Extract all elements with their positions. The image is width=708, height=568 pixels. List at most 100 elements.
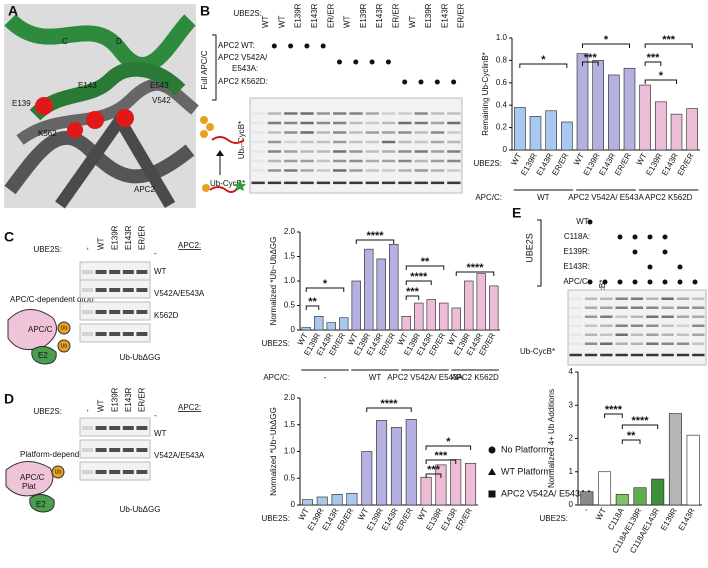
significance: * [541, 54, 546, 66]
cartoon-label: Ub [61, 343, 68, 349]
gel-band [662, 298, 674, 301]
group-label: Full APC/C [200, 50, 209, 89]
y-axis-label: Normalized *Ub~UbΔGG [269, 237, 278, 326]
bar [389, 244, 398, 330]
x-tick-label: WT [572, 151, 586, 166]
significance: * [446, 436, 451, 448]
structure-label: E143 [78, 81, 97, 90]
row-label: APC/C: [263, 373, 290, 382]
row-label: UBE2S: [34, 407, 62, 416]
significance: *** [434, 450, 448, 462]
gel-band [692, 354, 704, 357]
bar [652, 479, 664, 505]
gel-band [136, 448, 147, 452]
gel-band [646, 298, 658, 301]
gel-band [646, 343, 658, 346]
gel-band [268, 169, 281, 172]
bar [302, 328, 311, 330]
bar [317, 497, 327, 505]
bar [391, 427, 401, 505]
dot [678, 265, 683, 270]
bar [451, 460, 461, 505]
gel-band [585, 325, 597, 328]
gel-band [600, 343, 612, 346]
gel-band [431, 160, 444, 163]
gel-band [268, 112, 281, 115]
group-label: WT [369, 373, 382, 382]
gel-band [366, 169, 379, 172]
bar [577, 54, 588, 150]
structure-label: V542 [152, 96, 171, 105]
significance: * [323, 278, 328, 290]
gel-band [662, 307, 674, 310]
lane-label: WT [97, 399, 106, 412]
gel-band [136, 288, 147, 292]
gel-band [677, 307, 689, 310]
gel-band [349, 141, 362, 144]
gel-band [333, 182, 346, 185]
dot [337, 60, 342, 65]
bar [561, 122, 572, 150]
gel-band [268, 160, 281, 163]
structure-label: E139 [12, 99, 31, 108]
row-label: E543A: [232, 64, 258, 73]
y-tick-label: 0.8 [496, 56, 508, 65]
gel-band [692, 334, 704, 337]
gel-label: Ub-UbΔGG [120, 353, 161, 362]
gel-band [366, 112, 379, 115]
gel-band [585, 354, 597, 357]
gel-band [692, 316, 704, 319]
lane-label: E139R [359, 3, 368, 28]
gel-band [349, 122, 362, 125]
gel-band [677, 343, 689, 346]
bar [464, 281, 473, 330]
group-label: APC2 K562D [645, 193, 693, 202]
gel-band [570, 307, 582, 310]
lane-label: ER/ER [326, 3, 335, 28]
row-label: APC/C: [563, 277, 590, 286]
gel-band [82, 332, 93, 336]
bracket [212, 35, 216, 100]
bar [452, 308, 461, 330]
gel-band [600, 354, 612, 357]
gel-band [398, 112, 411, 115]
gel-band [317, 150, 330, 153]
gel-band [631, 343, 643, 346]
gel-band [382, 112, 395, 115]
legend-symbol [489, 447, 496, 454]
gel-band [415, 112, 428, 115]
gel-band [692, 343, 704, 346]
x-tick-label: WT [416, 506, 430, 521]
row-label: UBE2S: [262, 514, 290, 523]
gel-band [692, 307, 704, 310]
gel-band [447, 169, 460, 172]
gel-band [447, 150, 460, 153]
gel-band [447, 122, 460, 125]
significance: *** [662, 34, 676, 46]
dot [288, 44, 293, 49]
gel-band [284, 112, 297, 115]
gel-band [268, 150, 281, 153]
gel-band [284, 182, 297, 185]
bar [546, 111, 557, 150]
lane-label: WT [97, 237, 106, 250]
gel-band [109, 448, 120, 452]
bar [593, 60, 604, 150]
row-label: - [154, 249, 157, 258]
gel-label: Ubₙ-CycB* [237, 121, 246, 159]
gel-band [333, 160, 346, 163]
gel-band [300, 160, 313, 163]
gel-band [349, 169, 362, 172]
gel-band [415, 122, 428, 125]
y-tick-label: 0 [291, 500, 296, 509]
lane-label: E143R [124, 225, 133, 250]
gel-band [677, 334, 689, 337]
gel-band [268, 182, 281, 185]
dot [633, 250, 638, 255]
y-tick-label: 1.5 [284, 252, 296, 261]
significance: * [659, 70, 664, 82]
row-label: V542A/E543A [154, 289, 205, 298]
cartoon-label: E2 [36, 500, 46, 509]
significance: **** [631, 415, 649, 427]
legend-symbol [489, 491, 496, 498]
